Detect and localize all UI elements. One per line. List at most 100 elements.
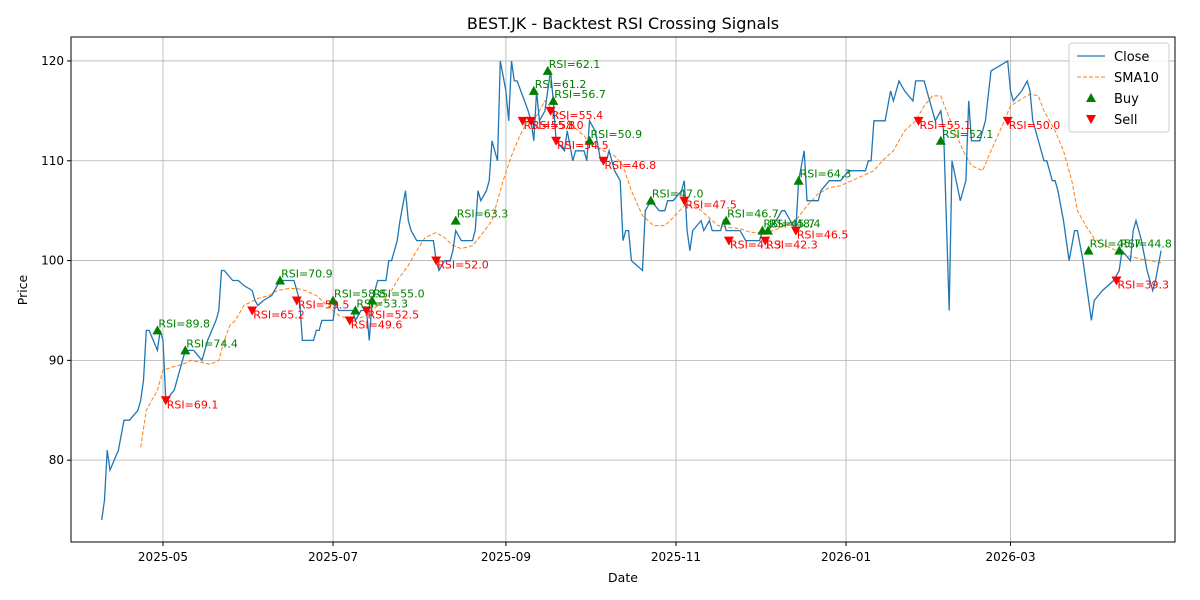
buy-marker	[645, 195, 656, 205]
y-axis-title: Price	[15, 274, 30, 305]
buy-marker	[584, 135, 595, 145]
buy-signal-label: RSI=47.0	[652, 188, 704, 201]
buy-signal-label: RSI=53.3	[356, 297, 408, 310]
sell-marker	[913, 116, 924, 126]
buy-signal-label: RSI=61.2	[535, 78, 587, 91]
buy-signal-label: RSI=70.9	[281, 268, 333, 281]
legend-sma10-label: SMA10	[1114, 71, 1159, 86]
sell-signal-label: RSI=46.5	[797, 229, 849, 242]
y-tick-label: 120	[41, 54, 64, 68]
sell-signal-label: RSI=55.8	[524, 119, 576, 132]
sell-marker	[517, 116, 528, 126]
sell-signal-label: RSI=41.3	[730, 239, 782, 252]
sell-signal-label: RSI=59.5	[298, 298, 350, 311]
x-tick-label: 2026-01	[821, 550, 871, 564]
sell-signal-label: RSI=42.3	[766, 239, 818, 252]
sell-signal-label: RSI=52.5	[368, 308, 420, 321]
x-tick-label: 2025-11	[651, 550, 701, 564]
buy-signal-label: RSI=58.8	[334, 287, 386, 300]
sell-marker	[679, 196, 690, 206]
y-tick-label: 100	[41, 254, 64, 268]
sell-marker	[526, 116, 536, 126]
sell-signal-label: RSI=58.0	[532, 119, 584, 132]
sell-signal-label: RSI=54.5	[557, 139, 609, 152]
sell-marker	[344, 316, 355, 326]
sell-marker	[1111, 276, 1122, 286]
buy-marker	[152, 325, 163, 335]
buy-signal-label: RSI=89.8	[158, 317, 210, 330]
legend-close-label: Close	[1114, 50, 1149, 65]
legend: Close SMA10 Buy Sell	[1068, 42, 1170, 133]
sell-signal-label: RSI=52.0	[437, 259, 489, 272]
buy-marker	[450, 215, 461, 225]
plot-area: RSI=89.8 RSI=74.4 RSI=70.9RSI=58.8RSI=53.3…	[101, 58, 1172, 521]
signal-markers	[152, 65, 1125, 406]
sell-marker	[551, 136, 562, 146]
sell-signal-label: RSI=47.5	[685, 199, 737, 212]
legend-sell-label: Sell	[1114, 113, 1137, 128]
sell-marker	[723, 236, 734, 246]
x-tick-label: 2025-09	[481, 550, 531, 564]
x-tick-label: 2025-05	[138, 550, 188, 564]
sell-marker	[247, 306, 258, 316]
buy-marker	[548, 95, 559, 105]
y-axis-ticks: 80 90 100 110 120	[41, 54, 71, 467]
buy-marker	[1114, 245, 1125, 255]
buy-signal-label: RSI=56.7	[554, 88, 606, 101]
legend-sell-marker	[1086, 115, 1096, 124]
sell-marker	[790, 226, 801, 236]
sell-marker	[545, 106, 556, 116]
sell-marker	[291, 296, 302, 306]
sell-signal-label: RSI=65.2	[253, 308, 305, 321]
y-tick-label: 80	[49, 453, 64, 467]
buy-marker	[935, 135, 946, 145]
sell-signal-label: RSI=55.4	[552, 109, 604, 122]
buy-marker	[721, 215, 732, 225]
sell-signal-label: RSI=39.3	[1117, 279, 1169, 292]
buy-marker	[793, 175, 804, 185]
sell-signal-label: RSI=55.1	[920, 119, 972, 132]
grid	[71, 37, 1175, 542]
y-tick-label: 90	[49, 353, 64, 367]
buy-signal-label: RSI=52.1	[942, 128, 994, 141]
buy-signal-label: RSI=46.7	[727, 208, 779, 221]
buy-marker	[1083, 245, 1094, 255]
buy-signal-label: RSI=64.3	[800, 168, 852, 181]
sell-marker	[598, 156, 609, 166]
sell-signal-label: RSI=50.0	[1009, 119, 1061, 132]
y-tick-label: 110	[41, 154, 64, 168]
x-tick-label: 2026-03	[985, 550, 1035, 564]
buy-marker	[528, 85, 539, 95]
plot-frame	[70, 36, 1176, 543]
buy-marker	[180, 345, 191, 355]
sell-marker	[1002, 116, 1013, 126]
signal-labels: RSI=89.8 RSI=74.4 RSI=70.9RSI=58.8RSI=53.3…	[158, 58, 1171, 411]
x-axis-ticks: 2025-05 2025-07 2025-09 2025-11 2026-01 2026-…	[138, 542, 1036, 564]
buy-marker	[350, 305, 361, 315]
sma10-series-line	[140, 93, 1162, 448]
sell-signal-label: RSI=69.1	[167, 398, 219, 411]
x-axis-title: Date	[608, 570, 638, 585]
buy-signal-label: RSI=74.4	[186, 337, 238, 350]
buy-signal-label: RSI=48.4	[769, 218, 821, 231]
buy-signal-label: RSI=63.3	[457, 208, 509, 221]
buy-signal-label: RSI=45.7	[1090, 238, 1142, 251]
buy-signal-label: RSI=45.7	[763, 218, 815, 231]
close-series-line	[101, 59, 1162, 521]
sell-marker	[431, 256, 442, 266]
sell-marker	[361, 306, 372, 316]
chart-title: BEST.JK - Backtest RSI Crossing Signals	[467, 14, 779, 33]
buy-signal-label: RSI=50.9	[591, 128, 643, 141]
buy-marker	[367, 295, 378, 305]
buy-marker	[328, 295, 339, 305]
legend-box	[1068, 42, 1170, 133]
sell-signal-label: RSI=49.6	[351, 318, 403, 331]
sell-marker	[760, 236, 771, 246]
sell-marker	[160, 396, 171, 406]
buy-marker	[762, 225, 773, 235]
buy-signal-label: RSI=44.8	[1120, 238, 1172, 251]
sell-signal-label: RSI=46.8	[604, 159, 656, 172]
x-tick-label: 2025-07	[308, 550, 358, 564]
